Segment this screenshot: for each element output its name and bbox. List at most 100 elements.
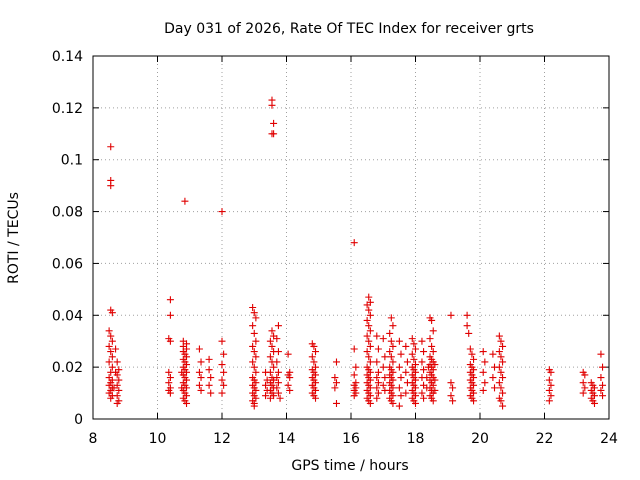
data-point: [363, 316, 371, 324]
data-point: [181, 197, 189, 205]
data-point: [373, 394, 381, 402]
data-point: [447, 311, 455, 319]
data-point: [220, 368, 228, 376]
data-point: [166, 311, 174, 319]
data-point: [547, 381, 555, 389]
data-points: [105, 96, 607, 410]
data-point: [205, 355, 213, 363]
data-point: [110, 384, 118, 392]
data-point: [249, 358, 257, 366]
y-tick-label: 0.06: [52, 256, 83, 272]
data-point: [284, 381, 292, 389]
data-point: [350, 392, 358, 400]
data-point: [389, 399, 397, 407]
data-point: [166, 337, 174, 345]
data-point: [250, 329, 258, 337]
data-point: [428, 316, 436, 324]
data-point: [284, 350, 292, 358]
data-point: [374, 389, 382, 397]
data-point: [312, 348, 320, 356]
data-point: [470, 355, 478, 363]
data-point: [195, 368, 203, 376]
y-tick-label: 0.02: [52, 360, 83, 376]
data-point: [373, 374, 381, 382]
data-point: [373, 358, 381, 366]
data-point: [113, 392, 121, 400]
data-point: [374, 345, 382, 353]
chart-title: Day 031 of 2026, Rate Of TEC Index for r…: [164, 21, 534, 37]
data-point: [286, 386, 294, 394]
data-point: [431, 361, 439, 369]
data-point: [579, 379, 587, 387]
data-point: [252, 368, 260, 376]
data-point: [495, 379, 503, 387]
data-point: [366, 342, 374, 350]
data-point: [373, 384, 381, 392]
data-point: [266, 337, 274, 345]
data-point: [166, 374, 174, 382]
data-point: [379, 381, 387, 389]
data-point: [374, 379, 382, 387]
data-point: [373, 332, 381, 340]
data-point: [408, 335, 416, 343]
data-point: [112, 345, 120, 353]
data-point: [332, 399, 340, 407]
data-point: [497, 353, 505, 361]
data-point: [262, 392, 270, 400]
data-point: [274, 379, 282, 387]
data-point: [387, 337, 395, 345]
data-point: [499, 402, 507, 410]
tick-layer: 8 10 12 14 16 18 20 22 24 0 0.02 0.04 0.06 0.08 0.1 0.1…: [52, 49, 618, 447]
data-point: [312, 394, 320, 402]
data-point: [250, 363, 258, 371]
data-point: [286, 374, 294, 382]
data-point: [218, 337, 226, 345]
y-tick-label: 0.08: [52, 205, 83, 221]
data-point: [397, 392, 405, 400]
data-point: [165, 368, 173, 376]
data-point: [412, 345, 419, 353]
x-axis-label: GPS time / hours: [291, 458, 408, 474]
data-point: [468, 350, 476, 358]
x-tick-label: 20: [471, 431, 489, 447]
data-point: [274, 322, 282, 330]
data-point: [352, 363, 360, 371]
data-point: [274, 348, 282, 356]
data-point: [205, 366, 213, 374]
data-point: [495, 348, 503, 356]
data-point: [363, 301, 371, 309]
data-point: [365, 293, 373, 301]
data-point: [274, 389, 282, 397]
data-point: [308, 353, 316, 361]
data-point: [420, 366, 428, 374]
data-point: [581, 371, 589, 379]
data-point: [374, 368, 382, 376]
data-point: [105, 342, 113, 350]
data-point: [599, 381, 607, 389]
y-tick-label: 0.14: [52, 49, 83, 65]
data-point: [366, 358, 374, 366]
data-point: [331, 384, 339, 392]
data-point: [268, 327, 276, 335]
data-point: [420, 348, 428, 356]
x-tick-label: 8: [89, 431, 98, 447]
data-point: [107, 182, 115, 190]
y-tick-label: 0: [74, 412, 83, 428]
data-point: [112, 368, 120, 376]
data-point: [466, 345, 474, 353]
data-point: [402, 368, 410, 376]
data-point: [431, 386, 439, 394]
data-point: [545, 397, 553, 405]
data-point: [495, 363, 503, 371]
data-point: [183, 399, 191, 407]
data-point: [270, 363, 278, 371]
data-point: [403, 358, 411, 366]
data-point: [418, 337, 426, 345]
data-point: [423, 374, 431, 382]
x-tick-label: 18: [407, 431, 425, 447]
data-point: [249, 304, 257, 312]
data-point: [105, 327, 113, 335]
data-point: [590, 399, 598, 407]
data-point: [197, 374, 205, 382]
